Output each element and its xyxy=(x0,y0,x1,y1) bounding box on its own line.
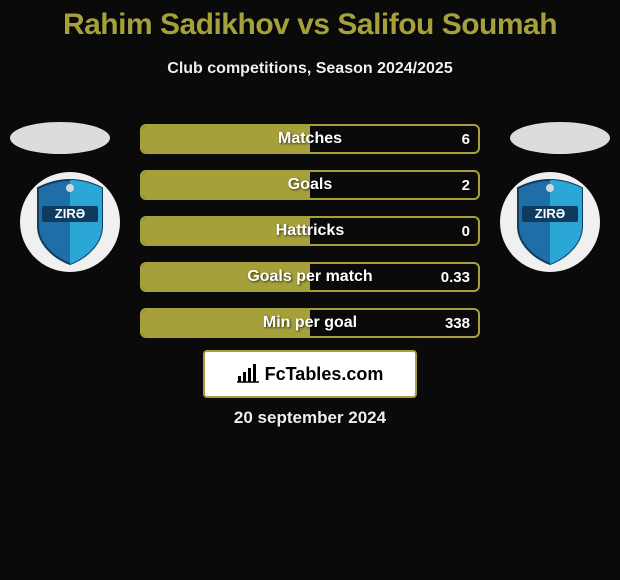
date-label: 20 september 2024 xyxy=(0,408,620,428)
bar-chart-icon xyxy=(237,364,259,384)
page-title: Rahim Sadikhov vs Salifou Soumah xyxy=(0,0,620,42)
badge-text: ZIRƏ xyxy=(55,206,85,221)
brand-box[interactable]: FcTables.com xyxy=(203,350,417,398)
page-subtitle: Club competitions, Season 2024/2025 xyxy=(0,60,620,78)
stat-row-min-per-goal: Min per goal 338 xyxy=(140,308,480,338)
badge-text: ZIRƏ xyxy=(535,206,565,221)
stat-label: Min per goal xyxy=(142,310,478,336)
stat-label: Goals per match xyxy=(142,264,478,290)
shield-icon: ZIRƏ xyxy=(32,178,108,266)
stat-label: Goals xyxy=(142,172,478,198)
stats-container: Matches 6 Goals 2 Hattricks 0 Goals per … xyxy=(140,124,480,354)
stat-value-right: 6 xyxy=(462,126,470,152)
stat-value-right: 0 xyxy=(462,218,470,244)
stat-row-goals: Goals 2 xyxy=(140,170,480,200)
shield-icon: ZIRƏ xyxy=(512,178,588,266)
stat-label: Matches xyxy=(142,126,478,152)
stat-value-right: 0.33 xyxy=(441,264,470,290)
stat-value-right: 338 xyxy=(445,310,470,336)
player-right-avatar xyxy=(510,122,610,154)
stat-value-right: 2 xyxy=(462,172,470,198)
brand-text: FcTables.com xyxy=(265,364,384,385)
player-left-club-badge: ZIRƏ xyxy=(20,172,120,272)
stat-label: Hattricks xyxy=(142,218,478,244)
stat-row-matches: Matches 6 xyxy=(140,124,480,154)
stat-row-hattricks: Hattricks 0 xyxy=(140,216,480,246)
player-right-club-badge: ZIRƏ xyxy=(500,172,600,272)
player-left-avatar xyxy=(10,122,110,154)
stat-row-goals-per-match: Goals per match 0.33 xyxy=(140,262,480,292)
